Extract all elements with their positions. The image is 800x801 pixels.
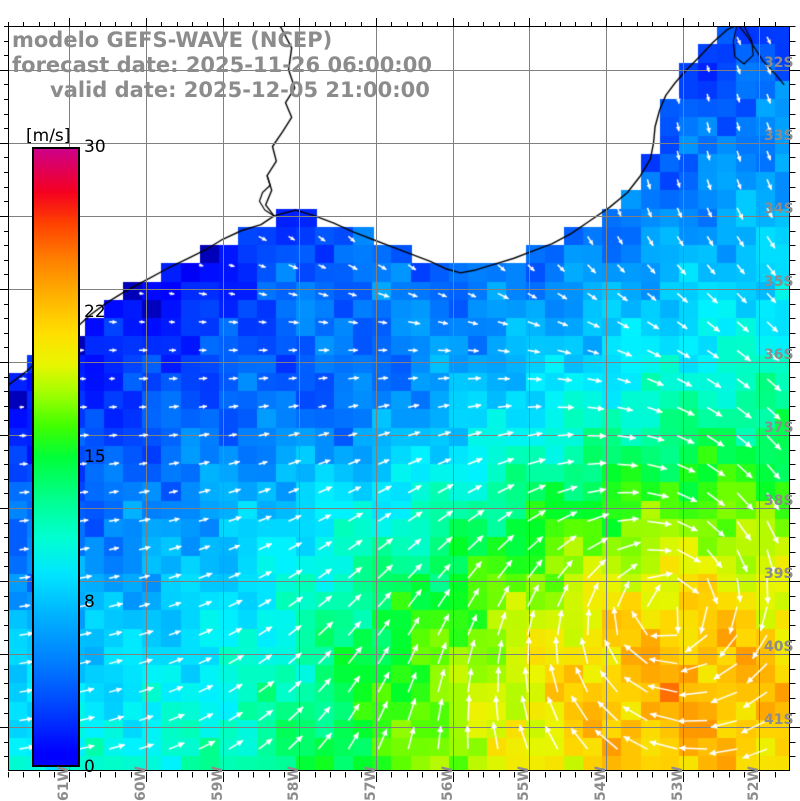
- latitude-label-32S: 32S: [764, 54, 794, 71]
- latitude-label-39S: 39S: [764, 566, 794, 583]
- latitude-label-34S: 34S: [764, 200, 794, 217]
- colorbar-tick-8: 8: [84, 591, 95, 612]
- latitude-label-40S: 40S: [764, 639, 794, 656]
- colorbar-tick-15: 15: [84, 447, 106, 467]
- longitude-label-52W: 52W: [746, 766, 763, 801]
- longitude-label-55W: 55W: [516, 766, 533, 801]
- longitude-label-57W: 57W: [363, 766, 379, 801]
- longitude-label-59W: 59W: [209, 766, 226, 801]
- colorbar-unit-label: [m/s]: [26, 126, 71, 146]
- map-plot-area[interactable]: [8, 26, 790, 771]
- longitude-label-60W: 60W: [133, 766, 149, 801]
- latitude-label-33S: 33S: [764, 127, 794, 144]
- colorbar-tick-22: 22: [84, 302, 106, 323]
- colorbar-tick-0: 0: [84, 757, 95, 777]
- colorbar-gradient: [32, 147, 80, 767]
- longitude-label-56W: 56W: [439, 766, 456, 801]
- left-axis-ticks: [0, 26, 9, 757]
- latitude-label-35S: 35S: [764, 273, 794, 290]
- latitude-label-37S: 37S: [764, 420, 794, 437]
- longitude-label-61W: 61W: [56, 766, 73, 801]
- longitude-label-58W: 58W: [286, 766, 303, 801]
- longitude-label-53W: 53W: [669, 766, 686, 801]
- bottom-axis-ticks: [8, 772, 776, 782]
- colorbar[interactable]: [32, 147, 80, 767]
- colorbar-tick-30: 30: [84, 137, 106, 157]
- top-axis-ticks: [8, 18, 776, 27]
- wind-vector-arrows: [8, 26, 790, 771]
- latitude-label-38S: 38S: [764, 493, 794, 510]
- latitude-label-41S: 41S: [764, 712, 794, 729]
- right-axis-ticks: [790, 26, 800, 757]
- longitude-label-54W: 54W: [593, 766, 609, 801]
- latitude-label-36S: 36S: [764, 346, 794, 363]
